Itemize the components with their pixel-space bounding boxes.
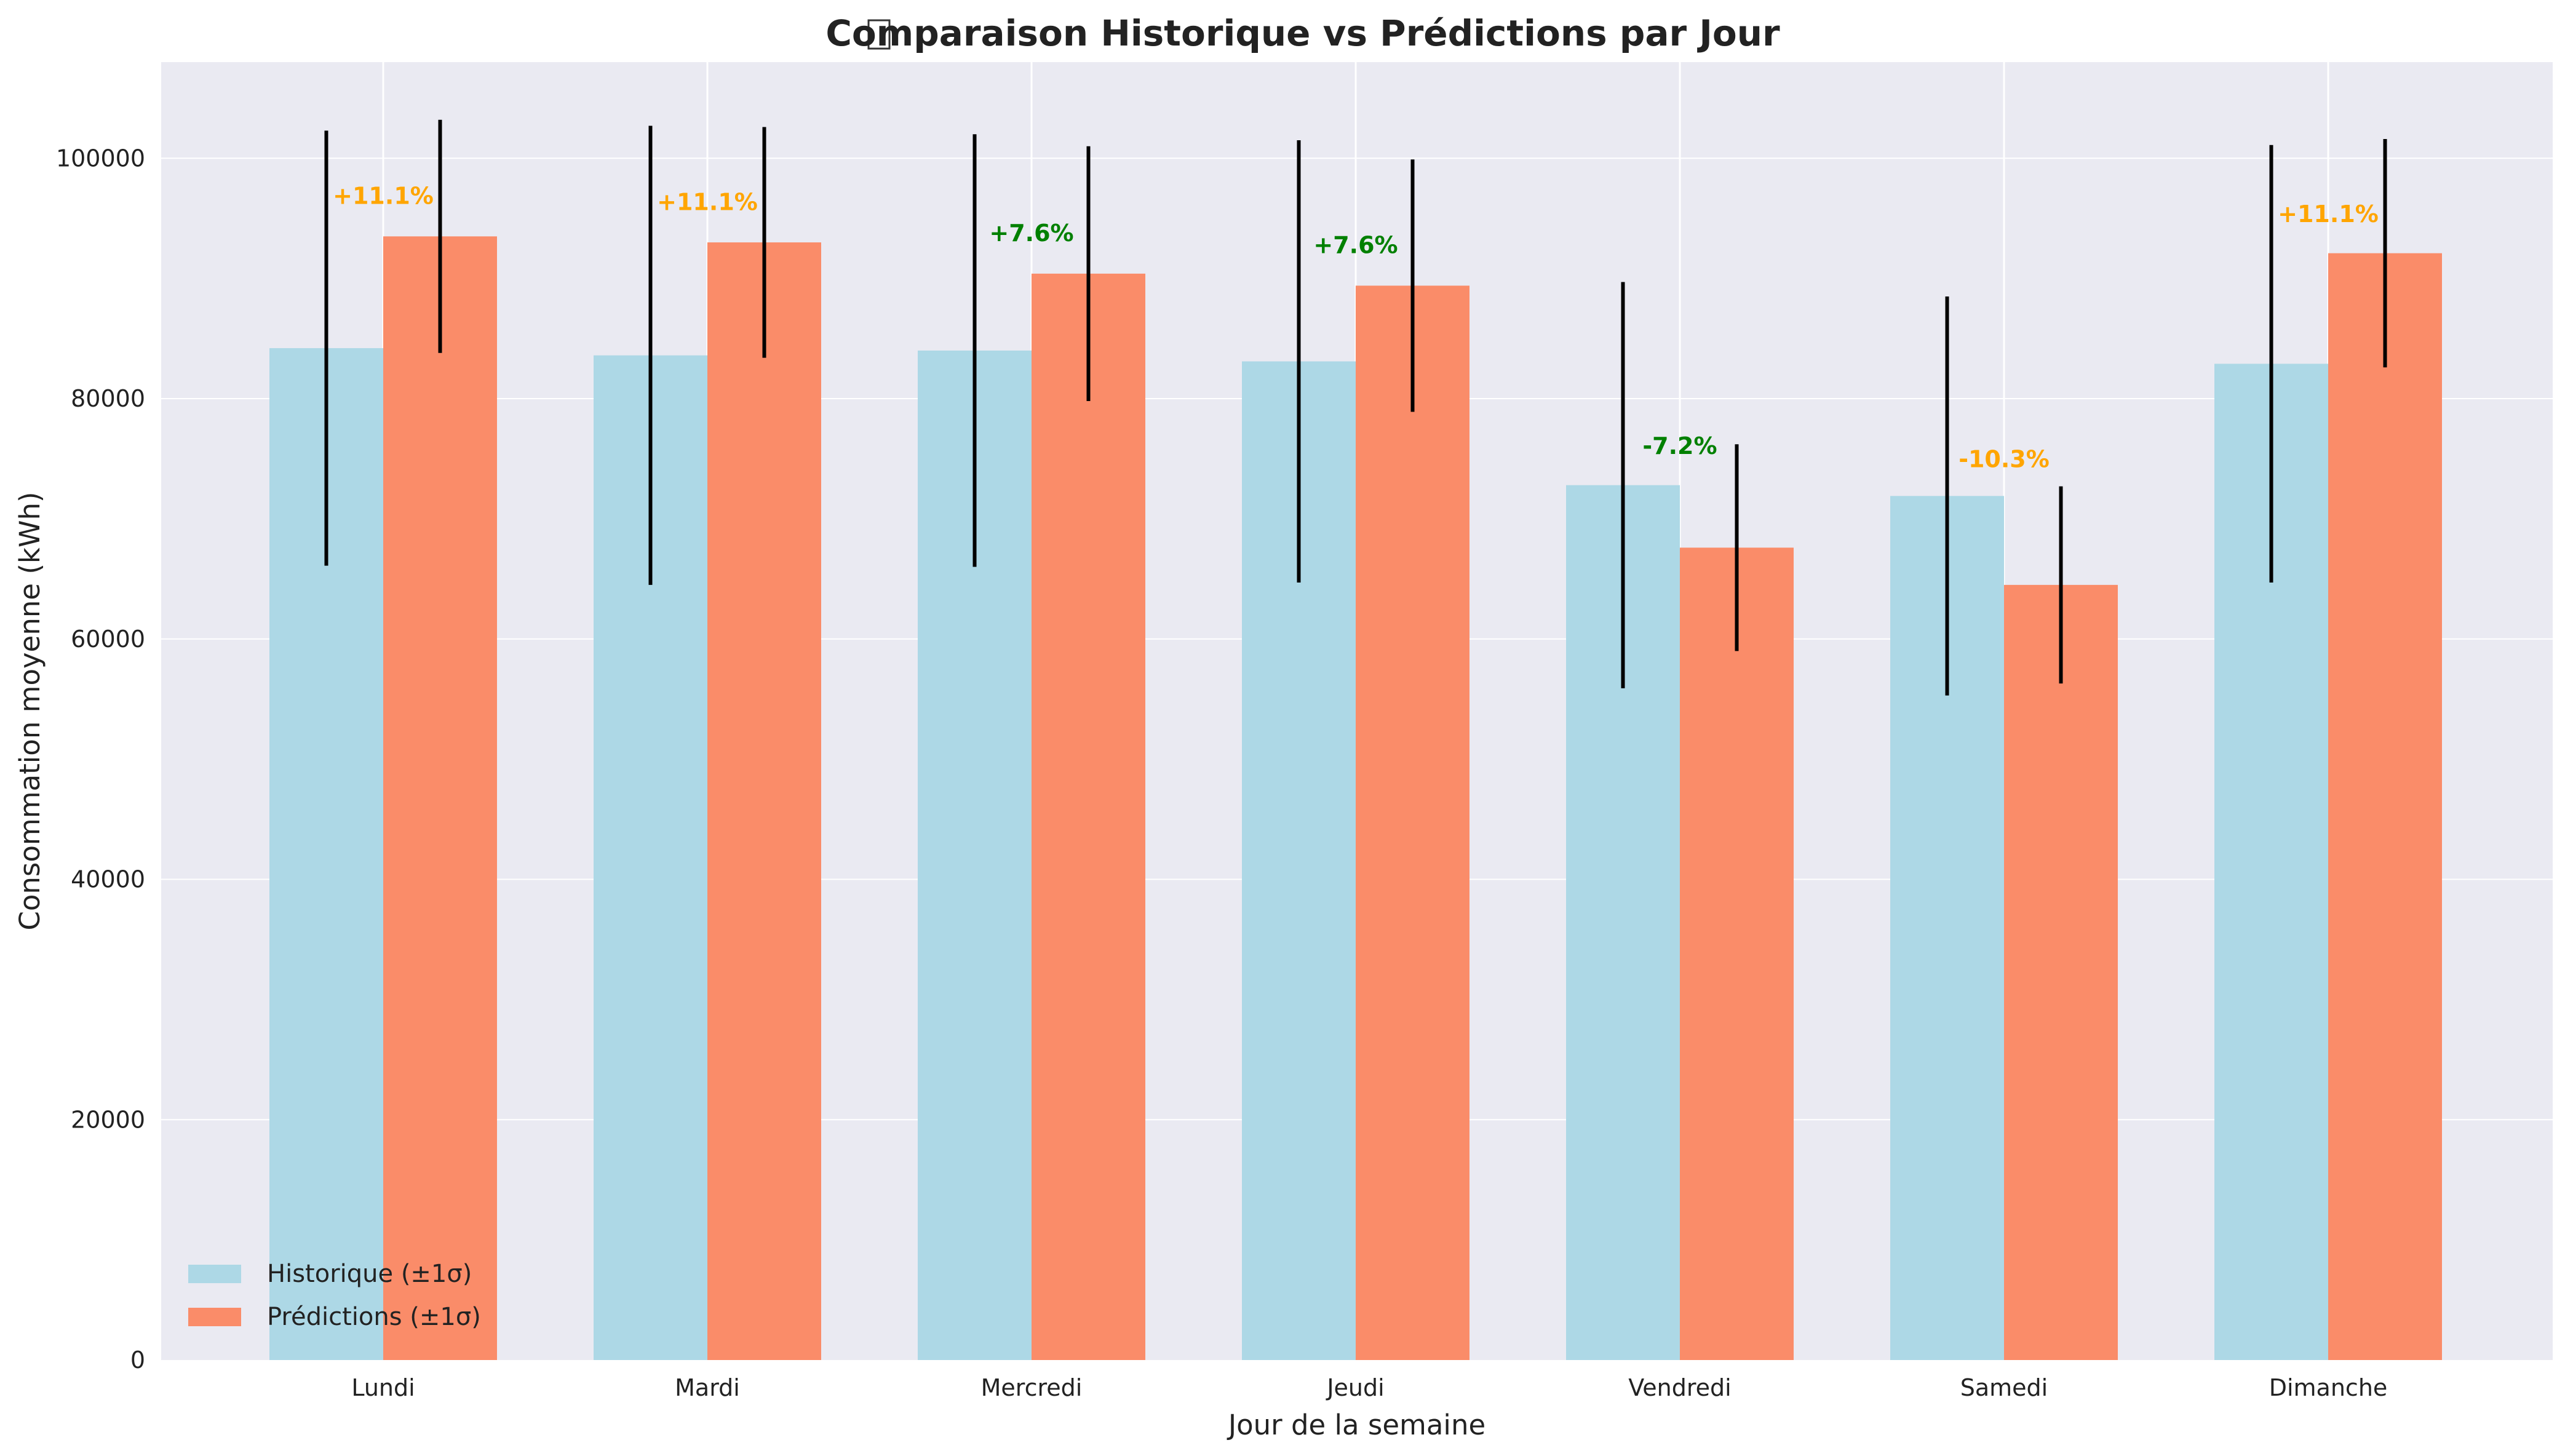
y-tick-label: 20000 — [71, 1106, 145, 1133]
x-tick-labels: Lundi Mardi Mercredi Jeudi Vendredi Samedi Dim… — [351, 1374, 2387, 1401]
y-tick-label: 100000 — [56, 145, 145, 172]
chart-icon — [867, 19, 891, 50]
y-tick-label: 40000 — [71, 866, 145, 893]
annotation-lundi: +11.1% — [333, 183, 434, 210]
y-tick-label: 60000 — [71, 626, 145, 653]
legend-label-predictions: Prédictions (±1σ) — [267, 1303, 481, 1331]
bars — [269, 236, 2442, 1361]
bar-predictions-jeudi — [1356, 285, 1469, 1360]
chart-title-text: Comparaison Historique vs Prédictions pa… — [825, 12, 1780, 54]
bar-predictions-lundi — [383, 236, 497, 1360]
y-tick-label: 0 — [130, 1347, 145, 1374]
x-tick-label-lundi: Lundi — [351, 1374, 415, 1401]
annotation-mercredi: +7.6% — [989, 220, 1073, 247]
bar-predictions-samedi — [2004, 584, 2118, 1360]
x-tick-label-samedi: Samedi — [1960, 1374, 2048, 1401]
annotation-samedi: -10.3% — [1959, 445, 2050, 472]
legend-swatch-predictions — [188, 1308, 241, 1326]
error-bars — [324, 119, 2387, 696]
legend-swatch-historique — [188, 1265, 241, 1283]
annotations: +11.1% +11.1% +7.6% +7.6% -7.2% -10.3% +11.1% — [333, 183, 2379, 473]
x-tick-label-mercredi: Mercredi — [981, 1374, 1083, 1401]
chart-title: Comparaison Historique vs Prédictions pa… — [825, 12, 1780, 54]
y-axis-label: Consommation moyenne (kWh) — [14, 491, 46, 930]
x-tick-label-mardi: Mardi — [675, 1374, 740, 1401]
annotation-dimanche: +11.1% — [2278, 201, 2379, 228]
bar-predictions-mercredi — [1032, 273, 1145, 1361]
y-tick-label: 80000 — [71, 385, 145, 412]
annotation-mardi: +11.1% — [657, 188, 758, 215]
x-tick-label-dimanche: Dimanche — [2269, 1374, 2388, 1401]
x-tick-label-vendredi: Vendredi — [1628, 1374, 1731, 1401]
legend-label-historique: Historique (±1σ) — [267, 1260, 472, 1288]
bar-predictions-mardi — [707, 242, 821, 1360]
y-tick-labels: 0 20000 40000 60000 80000 100000 — [56, 145, 145, 1374]
legend: Historique (±1σ) Prédictions (±1σ) — [188, 1260, 481, 1331]
annotation-jeudi: +7.6% — [1313, 232, 1398, 259]
bar-predictions-dimanche — [2328, 253, 2442, 1360]
bar-predictions-vendredi — [1680, 547, 1794, 1360]
annotation-vendredi: -7.2% — [1642, 432, 1717, 459]
x-tick-label-jeudi: Jeudi — [1326, 1374, 1384, 1401]
x-axis-label: Jour de la semaine — [1227, 1409, 1485, 1441]
